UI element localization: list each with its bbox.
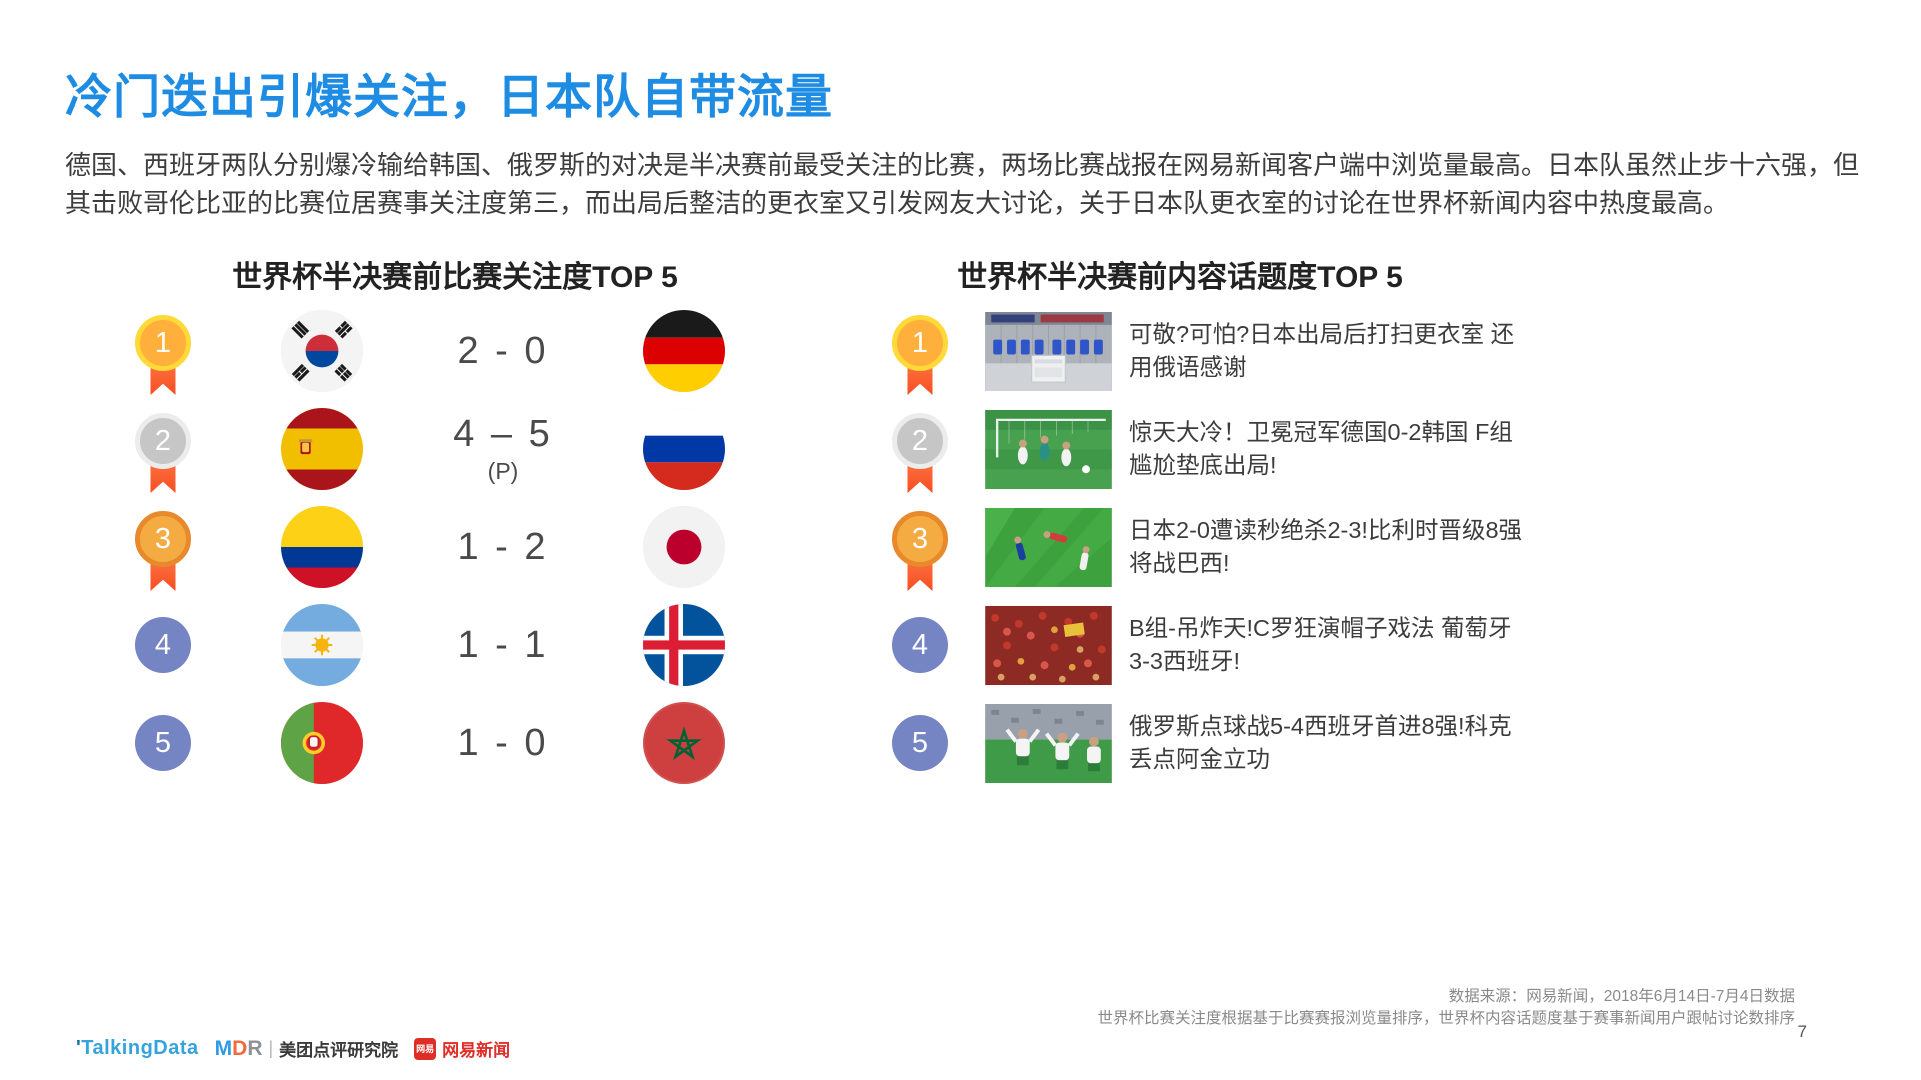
match-score: 4 – 5 — [453, 413, 553, 455]
page-number: 7 — [1797, 1022, 1807, 1041]
data-source-line2: 世界杯比赛关注度根据基于比赛赛报浏览量排序，世界杯内容话题度基于赛事新闻用户跟帖… — [1097, 1010, 1795, 1027]
match-score: 1 - 1 — [457, 623, 549, 666]
meituan-dianping-research-logo: MDR | 美团点评研究院 — [214, 1036, 399, 1061]
match-row: 1 2 - 0 — [120, 302, 800, 400]
rank-badge: 5 — [135, 715, 191, 771]
news-headline: 惊天大冷！卫冕冠军德国0-2韩国 F组尴尬垫底出局! — [1129, 419, 1513, 478]
rank-number: 3 — [892, 511, 948, 567]
topic-row: 5 俄罗斯点球战5-4西班牙首进8强!科克丢点阿金立功 — [860, 694, 1820, 792]
match-score: 1 - 2 — [457, 525, 549, 568]
topic-row: 1 可敬?可怕?日本出局后打扫更衣室 还用俄语感谢 — [860, 302, 1820, 400]
flag-colombia-icon — [281, 506, 363, 588]
match-ranking-header: 世界杯半决赛前比赛关注度TOP 5 — [232, 261, 678, 294]
flag-russia-icon — [643, 408, 725, 490]
talkingdata-logo: 'TalkingData — [76, 1037, 199, 1059]
rank-badge: 3 — [135, 511, 191, 591]
rank-number: 2 — [892, 413, 948, 469]
rank-badge: 1 — [135, 315, 191, 395]
rank-number: 2 — [135, 413, 191, 469]
flag-south-korea-icon — [281, 310, 363, 392]
rank-number: 4 — [135, 617, 191, 673]
flag-japan-icon — [643, 506, 725, 588]
thumbnail-goal-action-image — [985, 409, 1112, 489]
talkingdata-tick-icon: ' — [76, 1037, 82, 1059]
rank-badge: 1 — [892, 315, 948, 395]
rank-badge: 2 — [135, 413, 191, 493]
match-score: 1 - 0 — [457, 721, 549, 764]
match-ranking-list: 1 2 - 0 2 4 – 5 (P) 3 — [120, 302, 800, 792]
flag-argentina-icon — [281, 604, 363, 686]
match-row: 4 1 - 1 — [120, 596, 800, 694]
news-headline: 俄罗斯点球战5-4西班牙首进8强!科克丢点阿金立功 — [1129, 713, 1512, 772]
netease-news-logo: 网易 网易新闻 — [414, 1036, 510, 1061]
flag-portugal-icon — [281, 702, 363, 784]
rank-badge: 5 — [892, 715, 948, 771]
rank-badge: 2 — [892, 413, 948, 493]
topic-ranking-header: 世界杯半决赛前内容话题度TOP 5 — [957, 261, 1403, 294]
news-headline: 可敬?可怕?日本出局后打扫更衣室 还用俄语感谢 — [1129, 321, 1515, 380]
thumbnail-celebration-image — [985, 703, 1112, 783]
topic-ranking-list: 1 可敬?可怕?日本出局后打扫更衣室 还用俄语感谢 2 惊天大冷！卫冕冠军德国0… — [860, 302, 1820, 792]
intro-paragraph: 德国、西班牙两队分别爆冷输给韩国、俄罗斯的对决是半决赛前最受关注的比赛，两场比赛… — [65, 150, 1860, 218]
rank-number: 1 — [135, 315, 191, 371]
penalty-shootout-note: (P) — [487, 458, 519, 484]
rank-badge: 3 — [892, 511, 948, 591]
match-score: 2 - 0 — [457, 329, 549, 372]
rank-number: 4 — [892, 617, 948, 673]
topic-row: 3 日本2-0遭读秒绝杀2-3!比利时晋级8强将战巴西! — [860, 498, 1820, 596]
thumbnail-fans-crowd-image — [985, 605, 1112, 685]
match-row: 5 1 - 0 — [120, 694, 800, 792]
flag-germany-icon — [643, 310, 725, 392]
rank-badge: 4 — [135, 617, 191, 673]
flag-iceland-icon — [643, 604, 725, 686]
news-headline: B组-吊炸天!C罗狂演帽子戏法 葡萄牙3-3西班牙! — [1129, 615, 1512, 674]
topic-row: 2 惊天大冷！卫冕冠军德国0-2韩国 F组尴尬垫底出局! — [860, 400, 1820, 498]
rank-number: 1 — [892, 315, 948, 371]
page-title: 冷门迭出引爆关注，日本队自带流量 — [65, 70, 833, 123]
news-headline: 日本2-0遭读秒绝杀2-3!比利时晋级8强将战巴西! — [1129, 517, 1523, 576]
match-row: 3 1 - 2 — [120, 498, 800, 596]
netease-icon: 网易 — [414, 1037, 437, 1060]
topic-row: 4 B组-吊炸天!C罗狂演帽子戏法 葡萄牙3-3西班牙! — [860, 596, 1820, 694]
rank-number: 5 — [135, 715, 191, 771]
data-source-line1: 数据来源：网易新闻，2018年6月14日-7月4日数据 — [1448, 988, 1795, 1005]
rank-number: 3 — [135, 511, 191, 567]
rank-number: 5 — [892, 715, 948, 771]
match-row: 2 4 – 5 (P) — [120, 400, 800, 498]
thumbnail-locker-room-image — [985, 311, 1112, 391]
data-source-note: 数据来源：网易新闻，2018年6月14日-7月4日数据 世界杯比赛关注度根据基于… — [1097, 986, 1795, 1030]
flag-morocco-icon — [643, 702, 725, 784]
flag-spain-icon — [281, 408, 363, 490]
rank-badge: 4 — [892, 617, 948, 673]
footer-logos: 'TalkingData MDR | 美团点评研究院 网易 网易新闻 — [76, 1036, 510, 1061]
thumbnail-pitch-players-image — [985, 507, 1112, 587]
